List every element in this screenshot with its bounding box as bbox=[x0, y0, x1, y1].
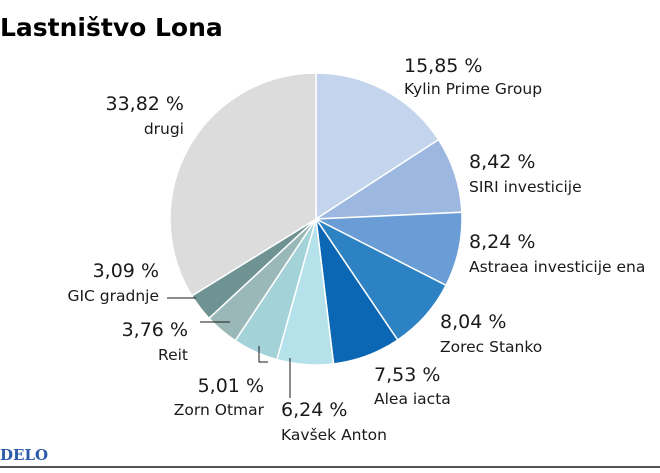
leader-line-zorn-otmar bbox=[258, 346, 268, 363]
category-label-gic-gradnje: GIC gradnje bbox=[67, 287, 159, 305]
value-label-kavsek-anton: 6,24 % bbox=[281, 399, 347, 421]
pie-slice-drugi bbox=[169, 72, 317, 297]
category-label-kylin-prime-group: Kylin Prime Group bbox=[404, 80, 542, 98]
chart-title: Lastništvo Lona bbox=[0, 13, 223, 42]
value-label-zorn-otmar: 5,01 % bbox=[198, 375, 264, 397]
value-label-drugi: 33,82 % bbox=[106, 93, 185, 115]
delo-logo: DELO bbox=[0, 446, 48, 464]
category-label-astraea-investicije-ena: Astraea investicije ena bbox=[469, 258, 645, 276]
category-label-siri-investicije: SIRI investicije bbox=[469, 178, 582, 196]
leader-lines bbox=[167, 297, 291, 398]
value-label-astraea-investicije-ena: 8,24 % bbox=[469, 231, 535, 253]
category-label-alea-iacta: Alea iacta bbox=[374, 390, 451, 408]
category-label-drugi: drugi bbox=[144, 120, 184, 138]
category-label-kavsek-anton: Kavšek Anton bbox=[281, 426, 387, 444]
value-label-reit: 3,76 % bbox=[122, 319, 188, 341]
value-label-alea-iacta: 7,53 % bbox=[374, 364, 440, 386]
value-label-zorec-stanko: 8,04 % bbox=[440, 311, 506, 333]
category-label-reit: Reit bbox=[158, 346, 188, 364]
value-label-kylin-prime-group: 15,85 % bbox=[404, 55, 483, 77]
category-label-zorec-stanko: Zorec Stanko bbox=[440, 338, 542, 356]
pie-slices bbox=[169, 72, 463, 366]
slice-labels: 15,85 % Kylin Prime Group 8,42 % SIRI inves… bbox=[67, 55, 645, 444]
category-label-zorn-otmar: Zorn Otmar bbox=[174, 401, 265, 419]
value-label-gic-gradnje: 3,09 % bbox=[93, 260, 159, 282]
value-label-siri-investicije: 8,42 % bbox=[469, 151, 535, 173]
pie-slice-kylin-prime-group bbox=[315, 72, 440, 221]
